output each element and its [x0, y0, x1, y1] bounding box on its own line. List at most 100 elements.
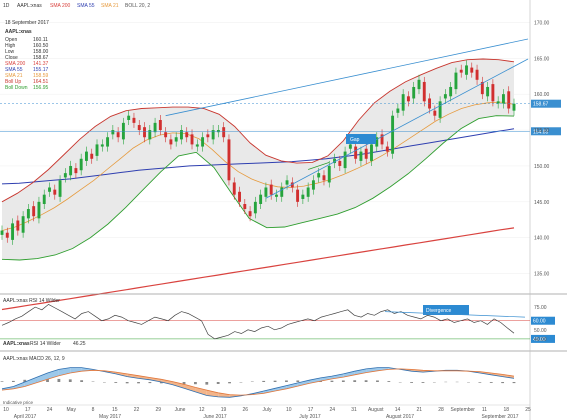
candle-body[interactable] [322, 175, 326, 181]
candle-body[interactable] [222, 127, 226, 138]
candle-body[interactable] [486, 86, 490, 97]
candle-body[interactable] [180, 130, 183, 140]
candle-body[interactable] [16, 220, 20, 231]
candle-body[interactable] [401, 94, 405, 111]
candle-body[interactable] [348, 144, 352, 149]
candle-body[interactable] [275, 194, 278, 197]
trendline-lower[interactable] [265, 58, 529, 199]
candle-body[interactable] [306, 187, 310, 197]
candle-body[interactable] [449, 86, 453, 97]
candle-body[interactable] [63, 173, 67, 178]
candle-body[interactable] [195, 144, 199, 147]
candle-body[interactable] [90, 153, 94, 159]
candle-body[interactable] [32, 206, 36, 217]
candle-body[interactable] [317, 173, 321, 178]
candle-body[interactable] [480, 81, 484, 95]
candle-body[interactable] [327, 165, 331, 183]
divergence-trendline[interactable] [384, 311, 526, 318]
price-panel[interactable]: 158.67 154.83 [0, 38, 561, 311]
candle-body[interactable] [53, 189, 57, 195]
candle-body[interactable] [164, 132, 168, 138]
candle-body[interactable] [132, 117, 136, 123]
candle-body[interactable] [507, 91, 511, 109]
timeframe-label[interactable]: 1D [3, 3, 10, 9]
candle-body[interactable] [433, 110, 437, 116]
candle-body[interactable] [285, 180, 289, 185]
candle-body[interactable] [0, 230, 4, 235]
candle-body[interactable] [127, 115, 131, 120]
candle-body[interactable] [391, 115, 395, 154]
candle-body[interactable] [243, 204, 247, 210]
candle-body[interactable] [338, 160, 342, 166]
candle-body[interactable] [417, 79, 421, 90]
candle-body[interactable] [227, 139, 231, 181]
candle-body[interactable] [85, 151, 88, 161]
trendline-upper[interactable] [165, 38, 529, 117]
candle-body[interactable] [74, 168, 78, 174]
rsi-panel[interactable]: AAPL:xnas RSI 14 Wilder AAPL:xnas RSI 14… [0, 298, 555, 347]
candle-body[interactable] [396, 108, 400, 113]
macd-panel[interactable]: AAPL:xnas MACD 26, 12, 9 [0, 356, 516, 398]
candle-body[interactable] [248, 211, 252, 217]
candle-body[interactable] [153, 122, 157, 133]
indicator-legend-item[interactable]: SMA 21 [101, 3, 119, 9]
candle-body[interactable] [253, 201, 257, 214]
macd-signal-line[interactable] [1, 368, 515, 396]
candle-body[interactable] [37, 201, 41, 219]
candle-body[interactable] [206, 134, 210, 138]
candle-body[interactable] [343, 151, 347, 169]
indicator-legend[interactable]: SMA 200 SMA 55 SMA 21 BOLL 20, 2 [50, 3, 150, 9]
candle-body[interactable] [201, 137, 205, 147]
candle-body[interactable] [311, 180, 315, 190]
candle-body[interactable] [238, 191, 241, 202]
gap-annotation[interactable]: Gap [346, 134, 376, 144]
candle-body[interactable] [106, 137, 110, 147]
candle-body[interactable] [475, 69, 479, 80]
candle-body[interactable] [158, 120, 162, 131]
candle-body[interactable] [185, 132, 189, 138]
candle-body[interactable] [380, 134, 384, 145]
candle-body[interactable] [375, 137, 379, 147]
candle-body[interactable] [354, 146, 358, 159]
candle-body[interactable] [512, 103, 516, 111]
candle-body[interactable] [211, 130, 215, 140]
candle-body[interactable] [100, 144, 104, 147]
candle-body[interactable] [232, 182, 236, 195]
candle-body[interactable] [169, 139, 173, 145]
candle-body[interactable] [443, 94, 447, 99]
candle-body[interactable] [190, 134, 194, 145]
candle-body[interactable] [21, 216, 25, 233]
candle-body[interactable] [111, 130, 115, 135]
candle-body[interactable] [69, 165, 73, 176]
trendlines[interactable] [165, 38, 529, 199]
candle-body[interactable] [26, 209, 30, 219]
candle-body[interactable] [406, 96, 410, 102]
candle-body[interactable] [496, 101, 500, 104]
x-axis[interactable]: 10 17 24 May 8 15 22 29 June 12 19 26 July 10 17 24 31 Au… [0, 404, 531, 420]
candle-body[interactable] [290, 182, 294, 188]
y-axis[interactable]: 135.00 140.00 145.00 150.00 155.00 160.00 165.… [534, 20, 550, 277]
candle-body[interactable] [333, 158, 336, 164]
divergence-annotation[interactable]: Divergence [423, 305, 469, 315]
candle-body[interactable] [264, 187, 268, 197]
candle-body[interactable] [296, 189, 300, 202]
symbol-label[interactable]: AAPL:xnas [17, 3, 42, 9]
candle-body[interactable] [465, 65, 468, 75]
candle-body[interactable] [459, 69, 463, 73]
indicator-legend-item[interactable]: SMA 200 [50, 3, 71, 9]
indicator-legend-item[interactable]: BOLL 20, 2 [125, 3, 150, 9]
indicator-legend-item[interactable]: SMA 55 [77, 3, 95, 9]
candle-body[interactable] [42, 194, 46, 204]
candle-body[interactable] [148, 130, 152, 140]
candle-body[interactable] [48, 187, 51, 192]
candle-body[interactable] [370, 144, 373, 161]
candle-body[interactable] [501, 94, 505, 104]
candle-body[interactable] [364, 148, 368, 159]
candle-body[interactable] [116, 132, 120, 138]
candle-body[interactable] [438, 101, 442, 118]
candle-body[interactable] [259, 194, 263, 204]
candle-body[interactable] [137, 125, 141, 131]
candle-body[interactable] [174, 137, 178, 142]
candle-body[interactable] [5, 232, 9, 238]
candle-body[interactable] [385, 146, 389, 152]
